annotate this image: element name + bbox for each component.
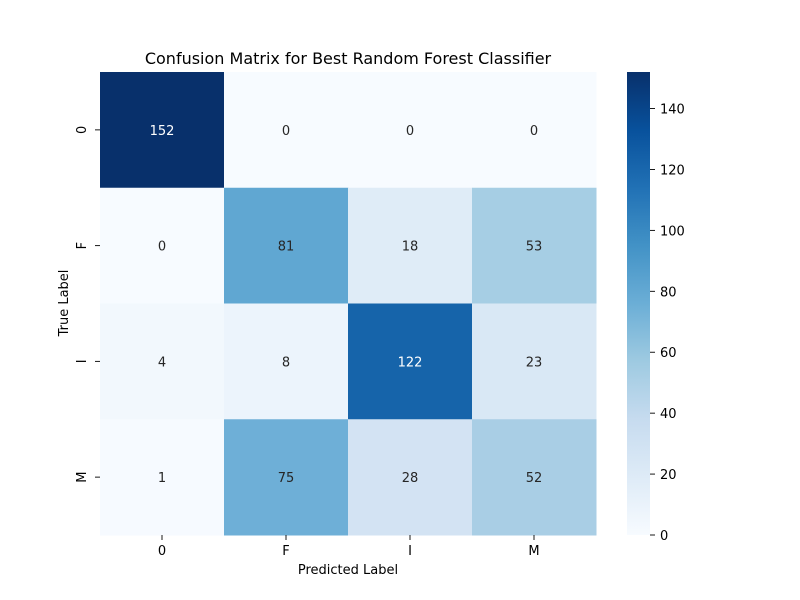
x-tick-label: M bbox=[528, 544, 539, 559]
cell-value-label: 23 bbox=[526, 355, 543, 370]
cell-value-label: 53 bbox=[526, 240, 543, 255]
heatmap-cell bbox=[348, 187, 473, 304]
cell-value-label: 122 bbox=[398, 355, 423, 370]
colorbar bbox=[627, 72, 650, 535]
colorbar-tick-label: 60 bbox=[660, 346, 677, 361]
cell-value-label: 75 bbox=[278, 471, 295, 486]
heatmap-cell bbox=[224, 187, 349, 304]
heatmap-cell bbox=[100, 419, 225, 536]
heatmap-cell bbox=[472, 72, 597, 189]
heatmap-cell bbox=[100, 187, 225, 304]
chart-title: Confusion Matrix for Best Random Forest … bbox=[145, 49, 552, 68]
y-tick-label: I bbox=[75, 359, 90, 363]
x-axis-ticks: 0 F I M bbox=[158, 535, 540, 559]
y-tick-label: F bbox=[75, 242, 90, 249]
heatmap-cell bbox=[100, 303, 225, 420]
heatmap-cell bbox=[472, 419, 597, 536]
y-tick-label: M bbox=[75, 472, 90, 483]
cell-value-label: 18 bbox=[402, 240, 419, 255]
colorbar-tick-label: 140 bbox=[660, 103, 685, 118]
x-axis-label: Predicted Label bbox=[298, 563, 398, 578]
heatmap-cell bbox=[348, 419, 473, 536]
heatmap-cells bbox=[100, 72, 597, 536]
heatmap-cell bbox=[224, 303, 349, 420]
heatmap-cell bbox=[224, 72, 349, 189]
cell-value-label: 152 bbox=[150, 124, 175, 139]
x-tick-label: F bbox=[282, 544, 289, 559]
x-tick-label: 0 bbox=[158, 544, 166, 559]
cell-value-label: 52 bbox=[526, 471, 543, 486]
colorbar-tick-label: 100 bbox=[660, 224, 685, 239]
heatmap-cell bbox=[100, 72, 225, 189]
colorbar-tick-label: 120 bbox=[660, 163, 685, 178]
colorbar-tick-label: 20 bbox=[660, 468, 677, 483]
heatmap-cell bbox=[348, 303, 473, 420]
cell-value-label: 0 bbox=[406, 124, 414, 139]
heatmap-cell bbox=[224, 419, 349, 536]
x-tick-label: I bbox=[408, 544, 412, 559]
y-tick-label: 0 bbox=[75, 126, 90, 134]
cell-value-label: 28 bbox=[402, 471, 419, 486]
heatmap-annotations: 152 0 0 0 0 81 18 53 4 8 122 23 1 75 28 52 bbox=[150, 124, 543, 486]
colorbar-tick-label: 80 bbox=[660, 285, 677, 300]
colorbar-tick-label: 0 bbox=[660, 529, 668, 544]
cell-value-label: 0 bbox=[282, 124, 290, 139]
colorbar-ticks: 0 20 40 60 80 100 120 140 bbox=[650, 103, 685, 544]
colorbar-tick-label: 40 bbox=[660, 407, 677, 422]
y-axis-ticks: 0 F I M bbox=[75, 126, 100, 483]
cell-value-label: 8 bbox=[282, 355, 290, 370]
cell-value-label: 1 bbox=[158, 471, 166, 486]
cell-value-label: 0 bbox=[158, 240, 166, 255]
heatmap-cell bbox=[472, 187, 597, 304]
cell-value-label: 81 bbox=[278, 240, 295, 255]
heatmap-cell bbox=[348, 72, 473, 189]
y-axis-label: True Label bbox=[57, 270, 72, 338]
cell-value-label: 4 bbox=[158, 355, 166, 370]
cell-value-label: 0 bbox=[530, 124, 538, 139]
heatmap-cell bbox=[472, 303, 597, 420]
